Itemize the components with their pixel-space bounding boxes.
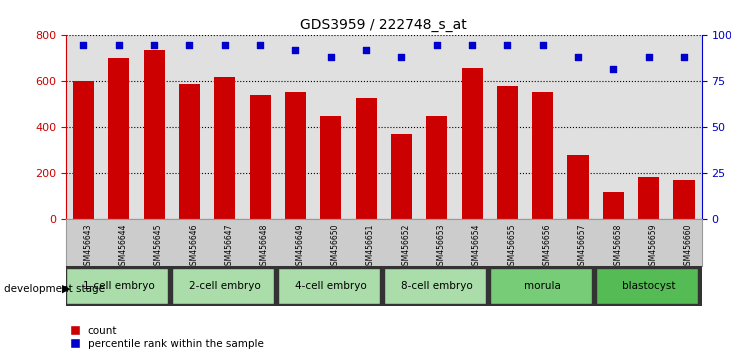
Bar: [391, 134, 412, 219]
Text: GSM456649: GSM456649: [295, 223, 304, 270]
Bar: [673, 181, 694, 219]
Point: [537, 42, 548, 47]
Text: morula: morula: [524, 281, 561, 291]
Bar: [426, 116, 447, 219]
Title: GDS3959 / 222748_s_at: GDS3959 / 222748_s_at: [300, 18, 467, 32]
Bar: [638, 177, 659, 219]
Point: [395, 55, 407, 60]
Text: GSM456646: GSM456646: [189, 223, 198, 270]
Point: [183, 42, 195, 47]
Bar: [66, 268, 168, 304]
Point: [289, 47, 301, 53]
Text: 4-cell embryo: 4-cell embryo: [295, 281, 367, 291]
Text: GSM456651: GSM456651: [366, 223, 375, 269]
Text: GSM456648: GSM456648: [260, 223, 269, 269]
Bar: [214, 77, 235, 219]
Text: GSM456660: GSM456660: [684, 223, 693, 270]
Text: GSM456650: GSM456650: [330, 223, 340, 270]
Point: [219, 42, 230, 47]
Point: [607, 66, 619, 72]
Bar: [490, 268, 592, 304]
Bar: [73, 81, 94, 219]
Point: [643, 55, 654, 60]
Bar: [384, 268, 486, 304]
Bar: [320, 116, 341, 219]
Legend: count, percentile rank within the sample: count, percentile rank within the sample: [71, 326, 264, 349]
Text: ▶: ▶: [62, 284, 71, 293]
Point: [254, 42, 266, 47]
Bar: [532, 92, 553, 219]
Text: GSM456655: GSM456655: [507, 223, 516, 270]
Bar: [249, 95, 270, 219]
Bar: [461, 68, 482, 219]
Bar: [603, 192, 624, 219]
Point: [678, 55, 690, 60]
Text: GSM456658: GSM456658: [613, 223, 622, 269]
Text: development stage: development stage: [4, 284, 105, 293]
Text: GSM456654: GSM456654: [472, 223, 481, 270]
Text: GSM456643: GSM456643: [83, 223, 92, 270]
Point: [466, 42, 478, 47]
Bar: [143, 50, 164, 219]
Bar: [567, 155, 588, 219]
Text: GSM456652: GSM456652: [401, 223, 410, 269]
Bar: [172, 268, 274, 304]
Text: GSM456644: GSM456644: [118, 223, 128, 270]
Text: GSM456657: GSM456657: [578, 223, 587, 270]
Point: [360, 47, 372, 53]
Text: blastocyst: blastocyst: [622, 281, 675, 291]
Point: [113, 42, 124, 47]
Bar: [497, 86, 518, 219]
Text: GSM456645: GSM456645: [154, 223, 163, 270]
Text: 2-cell embryo: 2-cell embryo: [189, 281, 261, 291]
Text: GSM456659: GSM456659: [648, 223, 658, 270]
Point: [431, 42, 442, 47]
Bar: [355, 97, 376, 219]
Bar: [179, 84, 200, 219]
Bar: [278, 268, 380, 304]
Bar: [285, 92, 306, 219]
Point: [148, 42, 160, 47]
Point: [77, 42, 89, 47]
Bar: [108, 58, 129, 219]
Text: GSM456656: GSM456656: [542, 223, 552, 270]
Point: [501, 42, 513, 47]
Text: 1-cell embryo: 1-cell embryo: [83, 281, 155, 291]
Text: 8-cell embryo: 8-cell embryo: [401, 281, 473, 291]
Point: [325, 55, 336, 60]
Point: [572, 55, 584, 60]
Text: GSM456653: GSM456653: [436, 223, 446, 270]
Bar: [596, 268, 698, 304]
Text: GSM456647: GSM456647: [224, 223, 234, 270]
